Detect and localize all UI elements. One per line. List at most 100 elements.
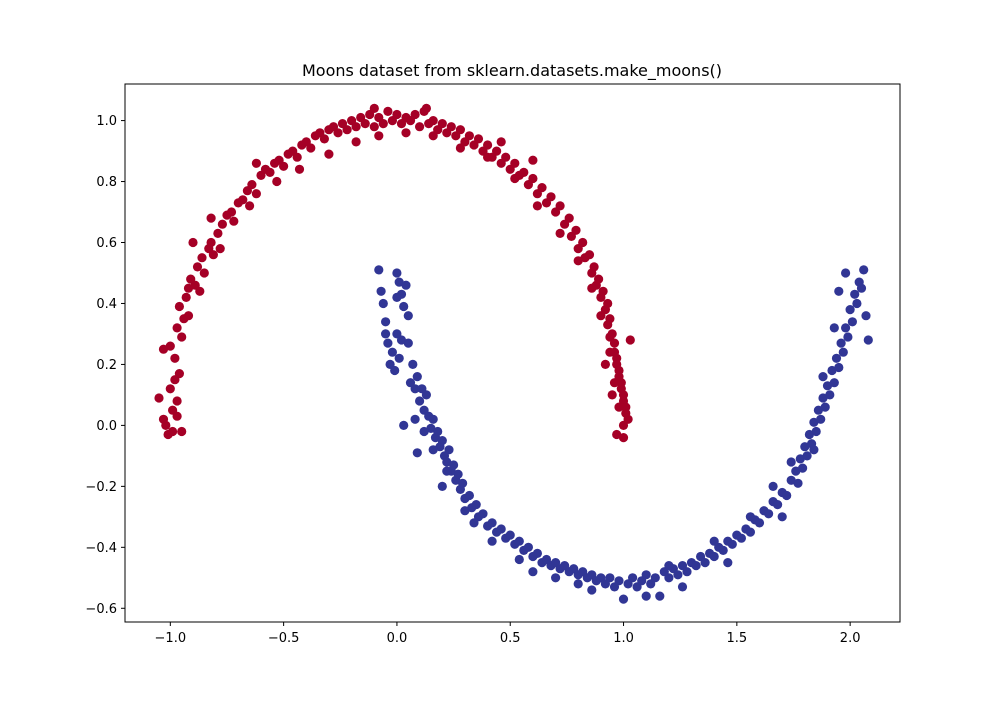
data-point — [165, 341, 175, 351]
data-point — [841, 268, 851, 278]
data-point — [818, 372, 828, 382]
data-point — [528, 567, 538, 577]
data-point — [403, 311, 413, 321]
data-point — [496, 137, 506, 147]
data-point — [199, 268, 209, 278]
data-point — [829, 378, 839, 388]
data-point — [177, 426, 187, 437]
data-point — [612, 353, 622, 363]
data-point — [607, 329, 617, 339]
data-point — [390, 365, 400, 376]
data-point — [177, 332, 187, 342]
data-point — [618, 433, 629, 443]
data-point — [603, 298, 613, 309]
y-tick-label: 0.8 — [96, 175, 117, 190]
data-point — [834, 362, 844, 373]
data-point — [229, 216, 239, 226]
data-point — [369, 103, 379, 113]
data-point — [519, 167, 529, 177]
data-point — [859, 265, 869, 275]
data-point — [573, 579, 583, 589]
data-point — [378, 298, 388, 309]
data-point — [455, 125, 465, 135]
data-point — [709, 536, 719, 546]
y-tick-label: −0.6 — [85, 602, 117, 617]
data-point — [433, 426, 443, 437]
data-point — [609, 378, 620, 388]
data-point — [546, 192, 556, 202]
y-tick-label: 1.0 — [96, 114, 117, 129]
data-point — [403, 338, 413, 348]
data-point — [852, 298, 862, 309]
data-point — [294, 164, 305, 174]
x-tick-label: 0.5 — [500, 631, 521, 646]
data-point — [478, 509, 488, 519]
data-point — [399, 420, 409, 430]
data-point — [487, 536, 497, 546]
data-point — [154, 393, 164, 403]
data-point — [736, 533, 747, 543]
data-point — [850, 289, 860, 299]
data-point — [251, 189, 261, 199]
data-point — [618, 594, 629, 604]
data-point — [170, 353, 180, 363]
data-point — [399, 301, 409, 312]
data-point — [607, 390, 617, 400]
data-point — [387, 347, 397, 357]
data-point — [428, 445, 438, 455]
data-point — [437, 436, 447, 446]
data-point — [410, 414, 420, 424]
plot-frame — [124, 83, 901, 623]
data-point — [369, 122, 379, 132]
data-point — [419, 426, 429, 437]
data-point — [782, 490, 792, 501]
data-point — [609, 338, 620, 348]
data-point — [820, 402, 830, 412]
data-point — [838, 347, 848, 357]
data-point — [183, 311, 194, 321]
data-point — [437, 119, 447, 129]
data-point — [401, 280, 411, 290]
data-point — [333, 128, 343, 138]
data-point — [394, 353, 404, 363]
data-point — [700, 558, 710, 568]
data-point — [587, 585, 597, 595]
data-point — [401, 128, 411, 138]
data-point — [584, 250, 595, 260]
data-point — [161, 420, 171, 430]
data-point — [798, 463, 808, 473]
data-point — [174, 369, 184, 379]
data-point — [168, 426, 178, 437]
data-point — [374, 265, 384, 275]
data-point — [847, 317, 858, 327]
chart-title: Moons dataset from sklearn.datasets.make… — [302, 61, 722, 81]
data-point — [487, 518, 497, 528]
data-point — [446, 122, 456, 132]
data-point — [641, 570, 651, 580]
data-point — [449, 460, 459, 470]
data-point — [555, 201, 565, 211]
data-point — [181, 292, 191, 302]
data-point — [174, 301, 184, 312]
data-point — [415, 122, 425, 132]
data-point — [483, 152, 493, 162]
data-point — [528, 173, 538, 184]
data-point — [786, 457, 796, 467]
x-tick-label: −1.0 — [155, 631, 187, 646]
data-point — [376, 286, 386, 296]
data-point — [618, 390, 629, 400]
data-point — [292, 152, 302, 162]
y-axis: −0.6 −0.4 −0.2 0.0 0.2 0.4 0.6 0.8 1.0 — [85, 114, 125, 617]
data-point — [442, 466, 452, 476]
data-point — [215, 244, 225, 254]
data-point — [238, 195, 248, 205]
data-point — [437, 481, 447, 491]
data-point — [492, 146, 502, 156]
points-layer — [154, 103, 873, 604]
y-tick-label: 0.2 — [96, 358, 117, 373]
data-point — [208, 250, 218, 260]
data-point — [555, 228, 565, 238]
data-point — [564, 213, 574, 223]
